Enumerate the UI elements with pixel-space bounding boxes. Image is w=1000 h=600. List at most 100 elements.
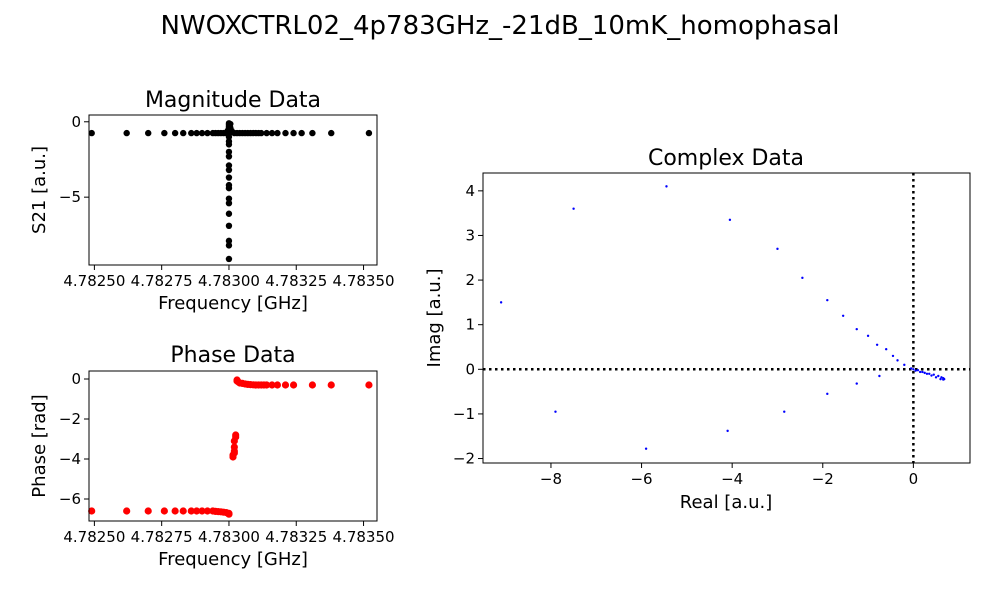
complex-point-35 [930,374,933,377]
magnitude-point-29 [225,166,233,174]
magnitude-point-55 [268,129,276,137]
complex-ytick-label-4: 0 [465,360,475,378]
complex-point-22 [909,367,913,370]
magnitude-xtick-label-0: 4.78250 [63,272,125,290]
magnitude-point-36 [225,222,233,229]
phase-xtick-label-4: 4.78350 [333,528,395,546]
magnitude-point-32 [225,184,233,192]
complex-point-32 [942,378,945,381]
magnitude-ylabel: S21 [a.u.] [29,146,50,234]
magnitude-point-23 [225,133,233,141]
complex-xlabel: Real [a.u.] [680,492,772,513]
phase-point-7 [193,507,201,515]
complex-point-15 [866,334,870,338]
complex-point-26 [928,372,931,375]
complex-point-1 [554,410,557,413]
complex-ticks: −8 −6 −4 −2 0 4 3 2 1 0 −1 −2 [453,182,918,488]
phase-point-43 [289,381,298,389]
phase-xtick-label-1: 4.78275 [131,528,193,546]
complex-point-8 [783,410,786,413]
phase-point-2 [144,507,152,515]
phase-xtick-label-3: 4.78325 [265,528,327,546]
magnitude-xtick-label-4: 4.78350 [333,272,395,290]
phase-point-42 [281,381,290,389]
magnitude-point-5 [180,129,187,137]
complex-point-23 [914,369,917,372]
complex-point-2 [572,207,575,210]
magnitude-point-37 [225,237,233,245]
phase-marks [88,376,373,518]
magnitude-point-28 [225,162,233,169]
magnitude-ytick-label-1: −5 [59,188,81,206]
phase-ytick-label-2: −4 [59,450,81,468]
complex-point-3 [644,447,648,450]
phase-xtick-label-0: 4.78250 [63,528,125,546]
phase-xlabel: Frequency [GHz] [158,549,308,570]
magnitude-point-56 [274,129,281,137]
figure-title: NWOXCTRL02_4p783GHz_-21dB_10mK_homophasa… [160,11,839,41]
phase-point-9 [203,507,212,515]
phase-point-17 [225,510,233,518]
complex-point-6 [726,429,729,433]
magnitude-point-58 [290,129,297,137]
complex-xtick-label-2: −4 [721,470,743,488]
magnitude-point-27 [225,153,233,160]
magnitude-point-6 [188,129,195,137]
magnitude-xtick-label-2: 4.78300 [198,272,260,290]
complex-ylabel: Imag [a.u.] [424,269,445,368]
complex-point-33 [939,377,942,381]
magnitude-point-7 [193,129,200,137]
phase-ytick-label-0: 0 [71,370,81,388]
complex-point-21 [903,363,906,367]
magnitude-point-25 [225,141,233,148]
magnitude-point-54 [263,129,270,137]
magnitude-point-30 [225,174,233,181]
magnitude-point-59 [298,129,305,137]
magnitude-point-0 [88,129,95,137]
magnitude-point-53 [258,129,265,137]
magnitude-point-33 [225,195,233,202]
complex-marks [499,185,946,450]
complex-axes-frame [482,172,971,464]
complex-point-4 [665,185,668,188]
magnitude-ytick-label-0: 0 [71,113,81,131]
phase-point-22 [230,443,238,451]
complex-point-11 [826,392,829,396]
phase-ytick-label-3: −6 [59,490,81,508]
magnitude-point-9 [204,129,211,137]
complex-point-27 [932,373,935,376]
phase-title: Phase Data [170,343,295,368]
complex-ytick-label-2: 2 [465,271,475,289]
magnitude-point-38 [225,242,233,249]
phase-point-41 [273,381,282,389]
complex-reference-lines [483,173,970,463]
complex-title: Complex Data [648,146,804,171]
phase-panel: Phase Data Frequency [GHz] Phase [rad] 4… [29,343,395,570]
complex-ytick-label-0: 4 [465,182,475,200]
complex-point-10 [826,298,829,302]
magnitude-ticks: 4.78250 4.78275 4.78300 4.78325 4.78350 0 −5 [59,113,395,290]
magnitude-point-60 [309,129,316,137]
magnitude-point-61 [328,129,335,137]
complex-point-24 [918,370,922,374]
magnitude-point-4 [171,129,179,137]
phase-point-44 [308,381,316,389]
magnitude-point-35 [225,210,233,217]
phase-point-25 [232,431,240,439]
complex-point-5 [728,218,732,222]
complex-point-38 [916,369,920,372]
magnitude-point-57 [282,129,289,137]
phase-ytick-label-1: −2 [59,410,81,428]
complex-xtick-label-3: −2 [812,470,834,488]
complex-point-28 [937,374,940,378]
magnitude-point-2 [145,129,152,137]
magnitude-point-3 [161,129,168,137]
magnitude-point-62 [365,129,373,137]
complex-point-20 [896,359,899,362]
phase-xtick-label-2: 4.78300 [198,528,260,546]
phase-ylabel: Phase [rad] [29,394,50,497]
complex-point-12 [841,314,845,317]
complex-xtick-label-4: 0 [909,470,919,488]
magnitude-title: Magnitude Data [145,88,321,113]
magnitude-marks [88,120,373,263]
